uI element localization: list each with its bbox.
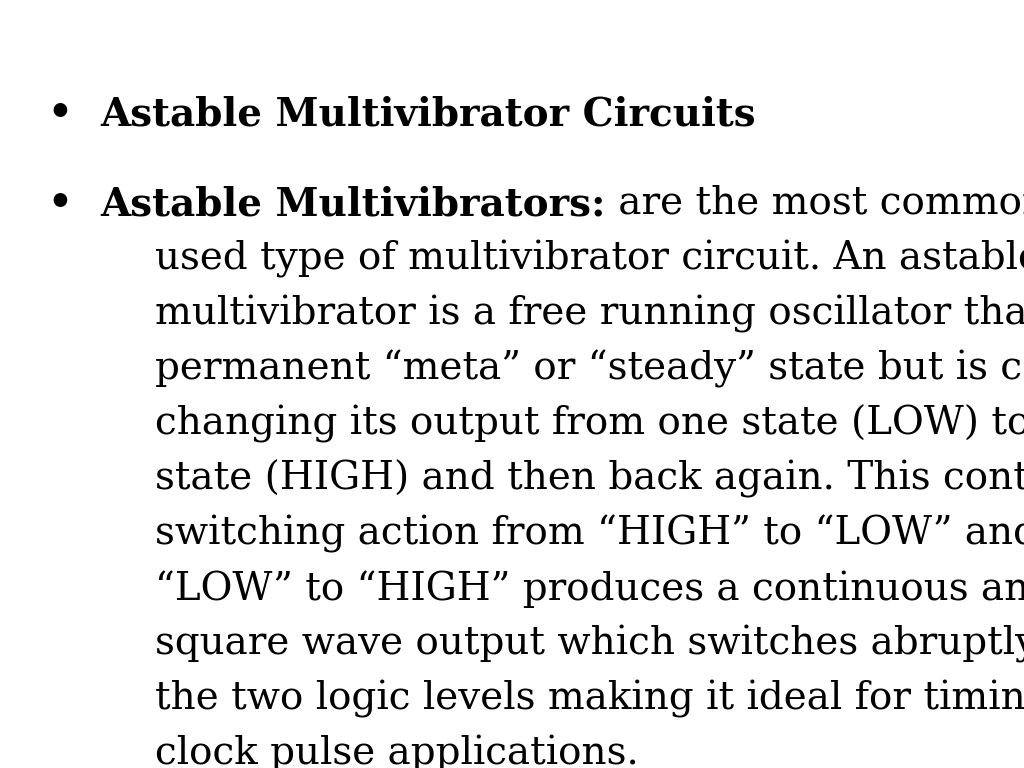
Text: are the most commonly: are the most commonly: [605, 185, 1024, 223]
Text: •: •: [47, 185, 72, 223]
Text: Astable Multivibrators:: Astable Multivibrators:: [100, 185, 605, 223]
Text: the two logic levels making it ideal for timing and: the two logic levels making it ideal for…: [155, 680, 1024, 718]
Text: changing its output from one state (LOW) to another: changing its output from one state (LOW)…: [155, 405, 1024, 443]
Text: clock pulse applications.: clock pulse applications.: [155, 735, 639, 768]
Text: used type of multivibrator circuit. An astable: used type of multivibrator circuit. An a…: [155, 240, 1024, 278]
Text: multivibrator is a free running oscillator that have no: multivibrator is a free running oscillat…: [155, 295, 1024, 333]
Text: square wave output which switches abruptly between: square wave output which switches abrupt…: [155, 625, 1024, 663]
Text: “LOW” to “HIGH” produces a continuous and stable: “LOW” to “HIGH” produces a continuous an…: [155, 570, 1024, 607]
Text: •: •: [47, 95, 72, 133]
Text: state (HIGH) and then back again. This continual: state (HIGH) and then back again. This c…: [155, 460, 1024, 498]
Text: permanent “meta” or “steady” state but is continually: permanent “meta” or “steady” state but i…: [155, 350, 1024, 389]
Text: Astable Multivibrator Circuits: Astable Multivibrator Circuits: [100, 95, 756, 133]
Text: switching action from “HIGH” to “LOW” and: switching action from “HIGH” to “LOW” an…: [155, 515, 1024, 553]
